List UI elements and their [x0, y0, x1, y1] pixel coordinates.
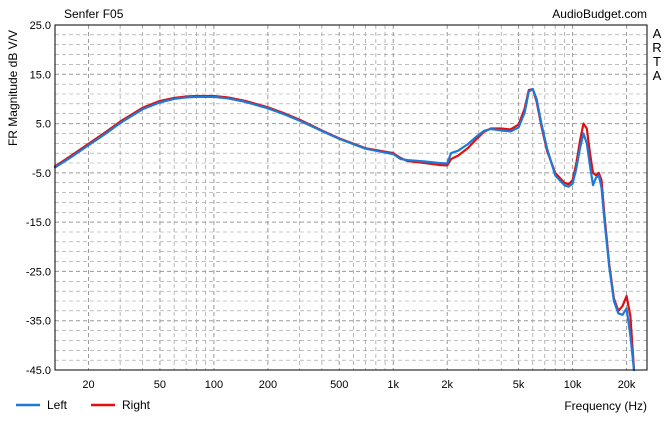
x-tick-label: 2k [441, 379, 453, 391]
y-tick-label: -25.0 [26, 266, 51, 278]
y-tick-label: -5.0 [32, 168, 51, 180]
y-axis-label: FR Magnitude dB V/V [6, 30, 20, 146]
side-label-letter: T [653, 54, 661, 69]
x-tick-label: 1k [387, 379, 399, 391]
x-tick-label: 20k [618, 379, 636, 391]
side-label-letter: R [652, 40, 661, 55]
x-tick-label: 20 [82, 379, 94, 391]
y-tick-label: -45.0 [26, 365, 51, 377]
y-tick-labels: 25.0 15.0 5.0 -5.0 -15.0 -25.0 -35.0 -45.0 [26, 20, 51, 377]
x-axis-label: Frequency (Hz) [564, 399, 647, 413]
legend-label-right: Right [122, 398, 151, 412]
y-tick-label: 5.0 [36, 119, 51, 131]
x-tick-label: 50 [154, 379, 166, 391]
x-tick-label: 100 [205, 379, 223, 391]
legend: Left Right [16, 398, 151, 412]
grid-lines [55, 25, 647, 370]
x-tick-label: 5k [513, 379, 525, 391]
y-tick-label: 25.0 [30, 20, 51, 32]
series-line-left [53, 87, 636, 372]
source-label: AudioBudget.com [552, 7, 647, 21]
y-tick-label: -15.0 [26, 217, 51, 229]
chart-title: Senfer F05 [64, 7, 124, 21]
side-label-letter: A [653, 26, 662, 41]
series-lines [53, 87, 636, 372]
x-tick-labels: 20 50 100 200 500 1k 2k 5k 10k 20k [82, 379, 635, 391]
y-tick-label: -35.0 [26, 316, 51, 328]
plot-area [55, 25, 647, 370]
y-tick-label: 15.0 [30, 69, 51, 81]
x-tick-label: 10k [564, 379, 582, 391]
legend-label-left: Left [47, 398, 68, 412]
x-tick-label: 500 [330, 379, 348, 391]
side-label-letter: A [653, 68, 662, 83]
plot-frame [54, 24, 648, 371]
x-tick-label: 200 [259, 379, 277, 391]
